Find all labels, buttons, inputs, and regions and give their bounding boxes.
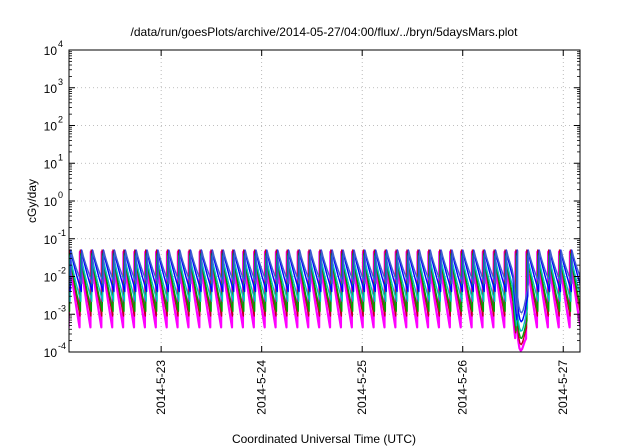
- y-tick-label: 10: [44, 233, 58, 247]
- y-tick-exponent: 4: [58, 39, 63, 49]
- plot-data: [69, 249, 580, 352]
- y-tick-exponent: -3: [58, 303, 66, 313]
- y-tick-label: 10: [44, 195, 58, 209]
- chart-title: /data/run/goesPlots/archive/2014-05-27/0…: [131, 25, 519, 39]
- x-tick-label: 2014-5-25: [355, 360, 369, 415]
- y-tick-label: 10: [44, 44, 58, 58]
- x-tick-label: 2014-5-26: [456, 360, 470, 415]
- y-tick-label: 10: [44, 308, 58, 322]
- series-line-6: [69, 250, 580, 315]
- y-tick-label: 10: [44, 120, 58, 134]
- x-tick-label: 2014-5-23: [154, 360, 168, 415]
- x-tick-label: 2014-5-24: [255, 360, 269, 415]
- y-tick-label: 10: [44, 82, 58, 96]
- y-tick-label: 10: [44, 157, 58, 171]
- y-tick-exponent: 1: [58, 152, 63, 162]
- y-tick-exponent: 3: [58, 77, 63, 87]
- y-axis-label: cGy/day: [25, 179, 39, 223]
- y-tick-exponent: -2: [58, 266, 66, 276]
- x-axis-ticks: 2014-5-23 2014-5-24 2014-5-25 2014-5-26 2014…: [154, 50, 570, 415]
- y-tick-exponent: -4: [58, 341, 66, 351]
- y-tick-exponent: 0: [58, 190, 63, 200]
- x-tick-label: 2014-5-27: [556, 360, 570, 415]
- y-tick-exponent: -1: [58, 228, 66, 238]
- y-tick-label: 10: [44, 271, 58, 285]
- y-tick-label: 10: [44, 346, 58, 360]
- y-tick-exponent: 2: [58, 115, 63, 125]
- x-axis-label: Coordinated Universal Time (UTC): [232, 432, 416, 446]
